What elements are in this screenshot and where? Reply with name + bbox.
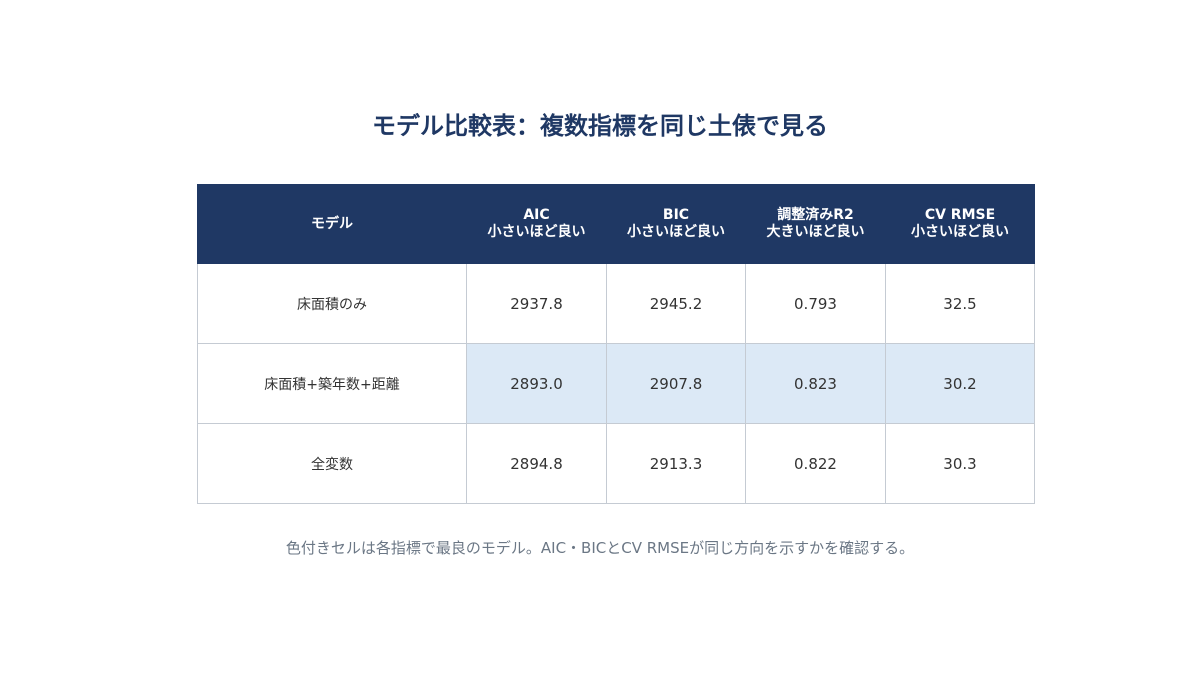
cell-bic-best: 2907.8 xyxy=(606,343,746,424)
cell-model: 床面積のみ xyxy=(197,263,467,344)
table-row: 全変数 2894.8 2913.3 0.822 30.3 xyxy=(197,423,1035,504)
cell-aic: 2937.8 xyxy=(466,263,607,344)
header-cv-rmse: CV RMSE 小さいほど良い xyxy=(885,184,1035,264)
model-comparison-table: モデル AIC 小さいほど良い BIC 小さいほど良い 調整済みR2 大きいほど… xyxy=(197,184,1035,504)
header-cv-rmse-label: CV RMSE xyxy=(924,207,996,223)
footnote: 色付きセルは各指標で最良のモデル。AIC・BICとCV RMSEが同じ方向を示す… xyxy=(285,539,915,557)
header-adj-r2: 調整済みR2 大きいほど良い xyxy=(745,184,886,264)
cell-bic: 2913.3 xyxy=(606,423,746,504)
cell-aic-best: 2893.0 xyxy=(466,343,607,424)
header-aic-label: AIC xyxy=(523,207,550,223)
page-title: モデル比較表：複数指標を同じ土俵で見る xyxy=(372,112,828,140)
header-bic-sub: 小さいほど良い xyxy=(627,224,725,240)
table-header-row: モデル AIC 小さいほど良い BIC 小さいほど良い 調整済みR2 大きいほど… xyxy=(197,184,1035,264)
header-model: モデル xyxy=(197,184,467,264)
table-row: 床面積のみ 2937.8 2945.2 0.793 32.5 xyxy=(197,263,1035,344)
cell-model: 床面積+築年数+距離 xyxy=(197,343,467,424)
header-aic: AIC 小さいほど良い xyxy=(466,184,607,264)
header-cv-rmse-sub: 小さいほど良い xyxy=(911,224,1009,240)
cell-adj-r2: 0.793 xyxy=(745,263,886,344)
cell-bic: 2945.2 xyxy=(606,263,746,344)
header-adj-r2-label: 調整済みR2 xyxy=(777,207,854,223)
cell-cv-rmse-best: 30.2 xyxy=(885,343,1035,424)
cell-model: 全変数 xyxy=(197,423,467,504)
cell-cv-rmse: 32.5 xyxy=(885,263,1035,344)
cell-aic: 2894.8 xyxy=(466,423,607,504)
cell-adj-r2: 0.822 xyxy=(745,423,886,504)
cell-adj-r2-best: 0.823 xyxy=(745,343,886,424)
header-bic: BIC 小さいほど良い xyxy=(606,184,746,264)
header-adj-r2-sub: 大きいほど良い xyxy=(766,224,865,240)
header-bic-label: BIC xyxy=(662,207,690,223)
table-row: 床面積+築年数+距離 2893.0 2907.8 0.823 30.2 xyxy=(197,343,1035,424)
cell-cv-rmse: 30.3 xyxy=(885,423,1035,504)
header-aic-sub: 小さいほど良い xyxy=(487,224,586,240)
header-model-label: モデル xyxy=(311,215,353,232)
